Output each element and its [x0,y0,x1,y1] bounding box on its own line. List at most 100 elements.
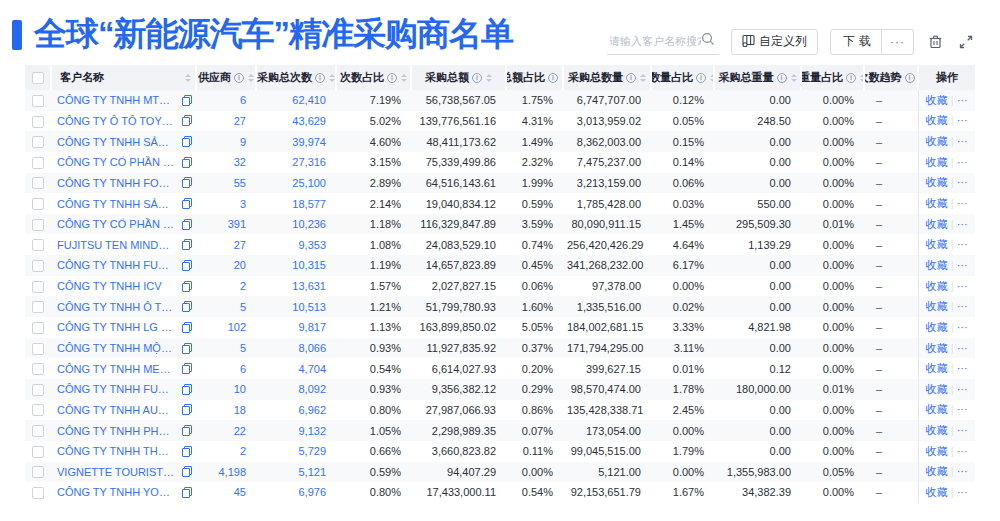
row-more-link[interactable]: ··· [957,403,968,415]
row-more-link[interactable]: ··· [957,280,968,292]
copy-icon[interactable] [182,425,192,436]
row-checkbox[interactable] [32,301,44,313]
column-header-name[interactable]: 客户名称 [51,65,196,90]
row-checkbox[interactable] [32,343,44,355]
copy-icon[interactable] [182,219,192,230]
favorite-link[interactable]: 收藏 [926,218,948,230]
favorite-link[interactable]: 收藏 [926,94,948,106]
copy-icon[interactable] [182,384,192,395]
customer-name-link[interactable]: CÔNG TY TNHH PHÂN PHỐI T... [57,425,175,437]
row-more-link[interactable]: ··· [957,321,968,333]
sort-carets-icon[interactable] [185,74,191,82]
column-header-weight[interactable]: 采购总重量i [714,65,801,90]
copy-icon[interactable] [182,95,192,106]
copy-icon[interactable] [182,363,192,374]
row-more-link[interactable]: ··· [957,135,968,147]
select-all-checkbox[interactable] [32,72,44,84]
customer-name-link[interactable]: CÔNG TY TNHH SẢN XUẤT VÀ ... [57,136,175,148]
customer-name-link[interactable]: CÔNG TY Ô TÔ TOYOTA VIỆT ... [57,115,175,127]
column-header-trend[interactable]: 次数趋势i [864,65,918,90]
column-header-amount[interactable]: 采购总额i [411,65,506,90]
customer-name-link[interactable]: CÔNG TY CỔ PHẦN SẢN XUẤT... [57,218,175,230]
download-more-button[interactable]: ··· [882,29,914,55]
row-checkbox[interactable] [32,384,44,396]
sort-carets-icon[interactable] [486,74,492,82]
sort-carets-icon[interactable] [401,74,407,82]
row-checkbox[interactable] [32,239,44,251]
row-checkbox[interactable] [32,446,44,458]
customer-name-link[interactable]: CÔNG TY CỔ PHẦN SẢN XUẤT... [57,156,175,168]
customer-name-link[interactable]: CÔNG TY TNHH FORD VIỆT NAM [57,177,175,189]
copy-icon[interactable] [182,157,192,168]
favorite-link[interactable]: 收藏 [926,424,948,436]
row-checkbox[interactable] [32,322,44,334]
row-more-link[interactable]: ··· [957,218,968,230]
row-more-link[interactable]: ··· [957,197,968,209]
favorite-link[interactable]: 收藏 [926,362,948,374]
row-more-link[interactable]: ··· [957,176,968,188]
copy-icon[interactable] [182,343,192,354]
row-more-link[interactable]: ··· [957,486,968,498]
download-button[interactable]: 下载 [830,29,882,55]
customer-name-link[interactable]: CÔNG TY TNHH THN AUTOPAR... [57,445,175,457]
customer-name-link[interactable]: CÔNG TY TNHH FURUKAWA A... [57,259,175,271]
sort-carets-icon[interactable] [329,74,335,82]
copy-icon[interactable] [182,239,192,250]
column-header-purchase_times[interactable]: 采购总次数i [256,65,336,90]
copy-icon[interactable] [182,404,192,415]
row-more-link[interactable]: ··· [957,114,968,126]
copy-icon[interactable] [182,115,192,126]
row-more-link[interactable]: ··· [957,424,968,436]
favorite-link[interactable]: 收藏 [926,135,948,147]
copy-icon[interactable] [182,177,192,188]
favorite-link[interactable]: 收藏 [926,403,948,415]
favorite-link[interactable]: 收藏 [926,321,948,333]
customer-name-link[interactable]: CÔNG TY TNHH ICV [57,280,162,292]
favorite-link[interactable]: 收藏 [926,465,948,477]
row-more-link[interactable]: ··· [957,383,968,395]
favorite-link[interactable]: 收藏 [926,280,948,292]
fullscreen-button[interactable] [957,33,975,51]
column-header-weight_pct[interactable]: 重量占比i [801,65,864,90]
copy-icon[interactable] [182,281,192,292]
copy-icon[interactable] [182,322,192,333]
favorite-link[interactable]: 收藏 [926,486,948,498]
favorite-link[interactable]: 收藏 [926,176,948,188]
row-checkbox[interactable] [32,116,44,128]
row-checkbox[interactable] [32,425,44,437]
customer-name-link[interactable]: CÔNG TY TNHH AUTEL VIỆT N... [57,404,175,416]
customer-name-link[interactable]: CÔNG TY TNHH MTV SẢN XUẤ... [57,94,175,106]
row-checkbox[interactable] [32,466,44,478]
column-header-suppliers[interactable]: 供应商i [196,65,256,90]
search-input[interactable] [609,35,701,47]
row-checkbox[interactable] [32,95,44,107]
sort-carets-icon[interactable] [791,74,797,82]
row-checkbox[interactable] [32,260,44,272]
copy-icon[interactable] [182,446,192,457]
row-checkbox[interactable] [32,487,44,499]
copy-icon[interactable] [182,136,192,147]
customer-name-link[interactable]: FUJITSU TEN MINDA INDIA PVT... [57,239,175,251]
customer-name-link[interactable]: CÔNG TY TNHH FURUKAWA A... [57,383,175,395]
row-more-link[interactable]: ··· [957,259,968,271]
customer-name-link[interactable]: CÔNG TY TNHH MERCEDES–B... [57,363,175,375]
favorite-link[interactable]: 收藏 [926,238,948,250]
search-box[interactable] [607,28,719,55]
row-more-link[interactable]: ··· [957,238,968,250]
row-more-link[interactable]: ··· [957,300,968,312]
row-checkbox[interactable] [32,363,44,375]
favorite-link[interactable]: 收藏 [926,383,948,395]
column-header-quantity[interactable]: 采购总数量i [563,65,651,90]
row-checkbox[interactable] [32,404,44,416]
favorite-link[interactable]: 收藏 [926,114,948,126]
trash-button[interactable] [926,32,945,51]
column-header-amount_pct[interactable]: 总额占比i [506,65,563,90]
column-header-times_pct[interactable]: 次数占比i [336,65,411,90]
row-more-link[interactable]: ··· [957,465,968,477]
row-checkbox[interactable] [32,177,44,189]
row-checkbox[interactable] [32,281,44,293]
favorite-link[interactable]: 收藏 [926,342,948,354]
copy-icon[interactable] [182,260,192,271]
favorite-link[interactable]: 收藏 [926,197,948,209]
favorite-link[interactable]: 收藏 [926,156,948,168]
